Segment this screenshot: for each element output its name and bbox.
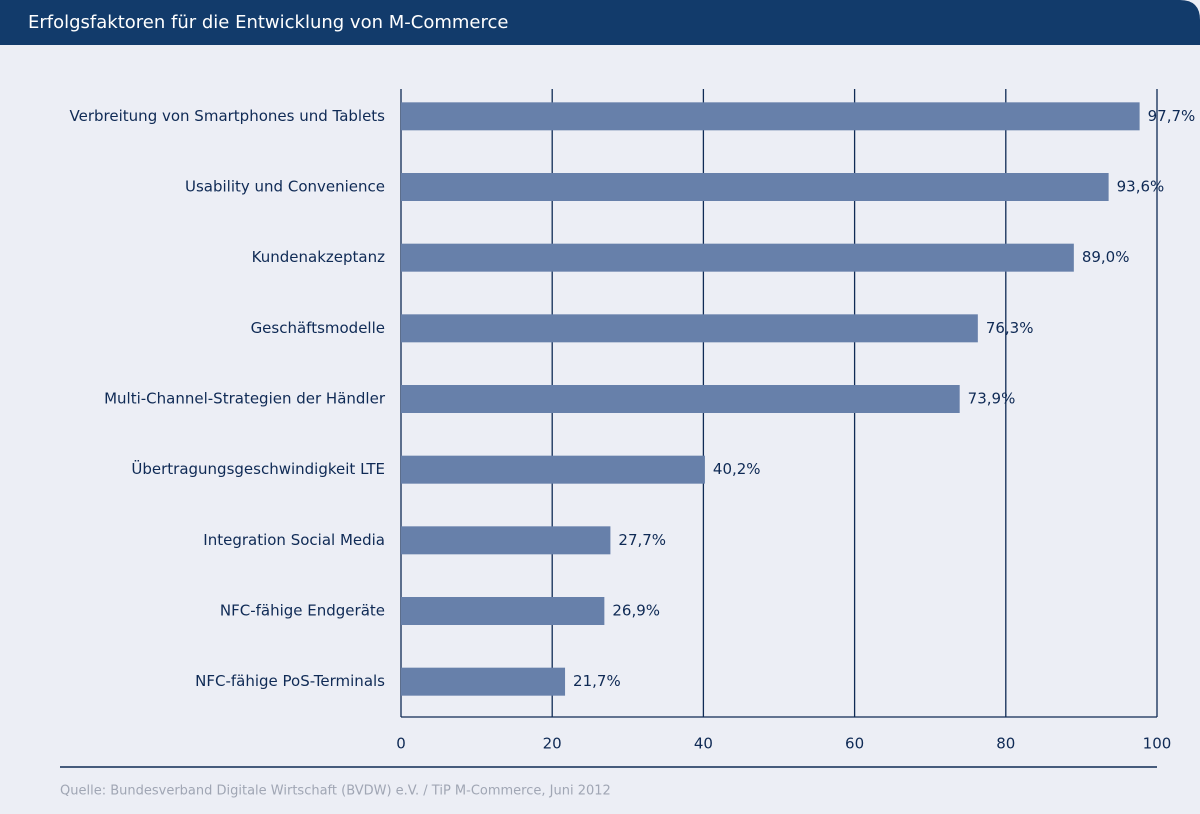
y-tick-label: Verbreitung von Smartphones und Tablets [70, 107, 386, 125]
value-label: 93,6% [1117, 178, 1165, 196]
bar [401, 173, 1109, 201]
value-label: 26,9% [612, 602, 660, 620]
value-label: 21,7% [573, 672, 621, 690]
value-label: 89,0% [1082, 248, 1130, 266]
bar [401, 667, 566, 696]
y-tick-label: Kundenakzeptanz [252, 248, 385, 266]
y-tick-label: Übertragungsgeschwindigkeit LTE [131, 459, 385, 478]
value-label: 97,7% [1148, 107, 1196, 125]
y-tick-label: NFC-fähige Endgeräte [220, 602, 385, 620]
bar [401, 597, 605, 625]
value-label: 76,3% [986, 319, 1034, 337]
source-note: Quelle: Bundesverband Digitale Wirtschaf… [60, 784, 611, 799]
value-label: 73,9% [968, 390, 1016, 408]
bar [401, 314, 978, 343]
header-band [0, 0, 1200, 45]
x-tick-label: 40 [694, 735, 713, 753]
x-tick-label: 60 [845, 735, 864, 753]
y-tick-label: Integration Social Media [203, 531, 385, 549]
y-tick-label: Multi-Channel-Strategien der Händler [104, 390, 386, 408]
x-tick-label: 100 [1143, 735, 1172, 753]
y-tick-label: NFC-fähige PoS-Terminals [195, 672, 385, 690]
x-tick-label: 20 [543, 735, 562, 753]
y-tick-label: Usability und Convenience [185, 178, 385, 196]
bar [401, 455, 705, 484]
bar [401, 243, 1074, 272]
x-tick-label: 80 [996, 735, 1015, 753]
bar [401, 102, 1140, 131]
bar [401, 385, 960, 413]
value-label: 40,2% [713, 460, 761, 478]
x-tick-label: 0 [396, 735, 406, 753]
value-label: 27,7% [618, 531, 666, 549]
chart-title: Erfolgsfaktoren für die Entwicklung von … [28, 12, 508, 33]
bar [401, 526, 611, 555]
y-tick-label: Geschäftsmodelle [251, 319, 385, 337]
